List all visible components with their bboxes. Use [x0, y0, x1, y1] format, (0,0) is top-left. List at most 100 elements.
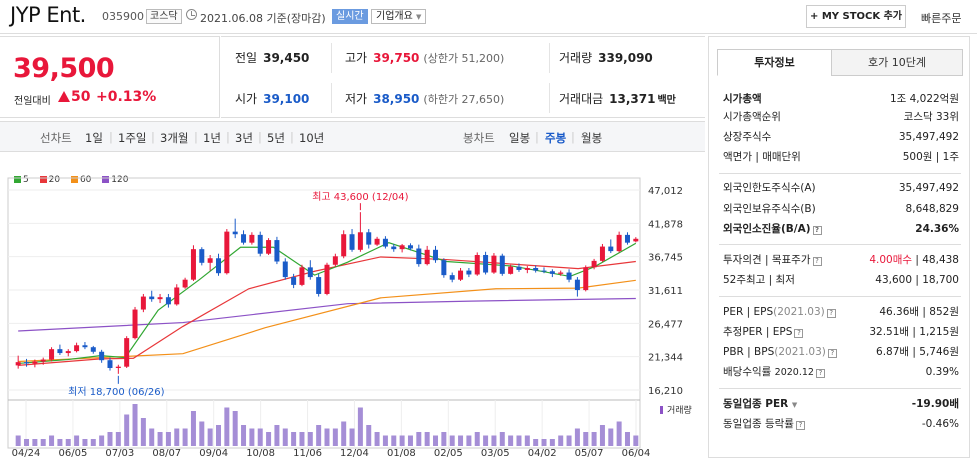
divider: [719, 296, 961, 297]
candle-body: [257, 234, 263, 254]
legend-swatch-60: [70, 176, 78, 183]
clock-icon: [186, 9, 197, 20]
help-icon[interactable]: ?: [827, 349, 837, 358]
open-value: 39,100: [263, 92, 310, 106]
volume-bar: [257, 428, 263, 446]
sector-change-row: 동일업종 등락률? -0.46%: [723, 415, 959, 433]
candle-body: [566, 272, 572, 280]
x-tick-label: 12/04: [340, 448, 369, 458]
help-icon[interactable]: ?: [795, 421, 805, 430]
high-price: 고가 39,750 (상한가 51,200): [345, 38, 504, 78]
period-5y[interactable]: 5년: [267, 131, 285, 145]
volume-bar: [299, 432, 305, 446]
candle-body: [266, 240, 272, 254]
high-value: 39,750: [373, 51, 420, 65]
per-year: (2021.03): [773, 306, 825, 318]
volume-bar: [149, 428, 155, 446]
separator: |: [571, 130, 575, 144]
volume-bar: [332, 428, 338, 446]
help-icon[interactable]: ?: [812, 257, 822, 266]
separator: |: [258, 130, 262, 144]
pbr-year: (2021.03): [774, 346, 826, 358]
candle-body: [357, 232, 363, 250]
tab-order-book[interactable]: 호가 10단계: [831, 49, 963, 76]
volume-bar: [633, 435, 639, 446]
est-per-text: 추정PER | EPS: [723, 326, 793, 338]
volume-legend-label: 거래량: [667, 404, 692, 416]
candle-body: [608, 246, 614, 252]
period-1w[interactable]: 1주일: [118, 131, 147, 145]
market-badge: 코스닥: [146, 9, 182, 24]
market-cap-value: 1조 4,022억원: [889, 93, 959, 105]
candle-body: [549, 271, 555, 274]
candle-body: [190, 249, 196, 280]
volume-bar: [190, 411, 196, 446]
candle-body: [533, 267, 539, 271]
market-cap-row: 시가총액 1조 4,022억원: [723, 90, 959, 108]
help-icon[interactable]: ?: [812, 226, 822, 235]
candle-body: [382, 238, 388, 247]
listed-shares-row: 상장주식수 35,497,492: [723, 128, 959, 146]
candle-body: [140, 296, 146, 310]
add-my-stock-button[interactable]: + MY STOCK 추가: [806, 5, 906, 28]
volume-bar: [182, 428, 188, 446]
volume-bar: [107, 432, 113, 446]
chevron-down-icon[interactable]: ▼: [791, 401, 798, 409]
candle-body: [24, 362, 30, 364]
volume-bar: [224, 407, 230, 446]
current-price: 39,500: [13, 53, 115, 84]
high-annotation: 최고 43,600 (12/04): [312, 191, 408, 203]
period-1y[interactable]: 1년: [203, 131, 221, 145]
price-stats: 전일 39,450 고가 39,750 (상한가 51,200) 거래량 339,090…: [221, 36, 705, 118]
separator: |: [290, 130, 294, 144]
y-tick-label: 16,210: [648, 386, 683, 397]
period-3m[interactable]: 3개월: [160, 131, 189, 145]
volume-bar: [524, 435, 530, 446]
volume-bar: [82, 439, 88, 446]
legend-ma5: 5: [23, 175, 29, 185]
volume-bar: [115, 432, 121, 446]
pbr-text: PBR | BPS: [723, 346, 775, 358]
volume-bar: [274, 425, 280, 446]
low-label: 저가: [345, 92, 368, 106]
volume-bar: [474, 432, 480, 446]
quick-order-link[interactable]: 빠른주문: [921, 12, 962, 25]
volume-bar: [391, 435, 397, 446]
candle-body: [483, 255, 489, 273]
ma-legend: 5 20 60 120: [14, 175, 136, 185]
candle-body: [182, 279, 188, 288]
volume-bar: [241, 425, 247, 446]
tab-investment-info[interactable]: 투자정보: [717, 49, 832, 76]
company-info-dropdown[interactable]: 기업개요 ▼: [371, 9, 427, 24]
candle-monthly[interactable]: 월봉: [581, 131, 603, 145]
x-tick-label: 07/03: [105, 448, 134, 458]
prev-close-label: 전일: [235, 51, 258, 65]
candle-body: [441, 260, 447, 276]
change-value: 50: [71, 89, 91, 105]
period-10y[interactable]: 10년: [299, 131, 325, 145]
candle-body: [282, 261, 288, 278]
candle-daily[interactable]: 일봉: [509, 131, 531, 145]
legend-swatch-20: [39, 176, 47, 183]
volume-bar: [574, 428, 580, 446]
candle-body: [149, 296, 155, 300]
candle-weekly[interactable]: 주봉: [545, 131, 567, 145]
amount-value: 13,371: [609, 92, 656, 106]
volume-bar: [491, 435, 497, 446]
candle-body: [524, 267, 530, 270]
volume-bar: [349, 428, 355, 446]
divider: [549, 43, 550, 73]
candlestick-chart[interactable]: 47,012 41,878 36,745 31,611 26,477 21,344 16,2…: [0, 170, 705, 458]
candle-body: [474, 255, 480, 275]
help-icon[interactable]: ?: [815, 369, 825, 378]
help-icon[interactable]: ?: [826, 309, 836, 318]
volume-bar: [374, 432, 380, 446]
realtime-button[interactable]: 실시간: [332, 9, 368, 24]
est-per-label: 추정PER | EPS?: [723, 323, 804, 341]
volume-bar: [249, 428, 255, 446]
period-3y[interactable]: 3년: [235, 131, 253, 145]
candle-body: [124, 338, 130, 367]
candle-body: [215, 258, 221, 274]
period-1d[interactable]: 1일: [85, 131, 103, 145]
help-icon[interactable]: ?: [794, 329, 804, 338]
